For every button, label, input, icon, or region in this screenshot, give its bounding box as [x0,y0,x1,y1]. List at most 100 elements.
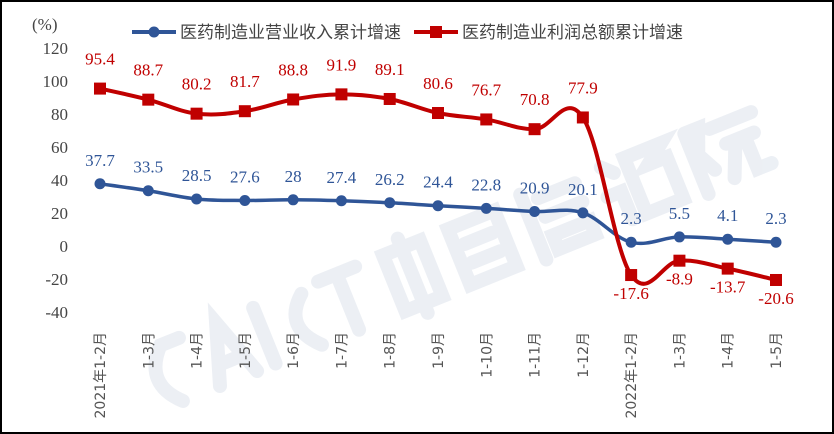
data-label: 81.7 [230,72,260,91]
data-label: 76.7 [471,80,501,99]
data-point [625,269,638,282]
watermark-stroke [677,105,779,201]
data-point [94,178,106,190]
data-label: 80.2 [182,75,212,94]
data-point [721,262,734,275]
data-label: 95.4 [85,50,115,69]
y-tick-label: 0 [60,237,69,256]
data-label: 27.4 [327,168,357,187]
data-label: 33.5 [133,158,163,177]
legend-label: 医药制造业营业收入累计增速 [180,23,401,42]
data-point [625,236,637,248]
x-tick-label: 2022年1-2月 [624,332,640,419]
data-label: -13.7 [710,278,746,297]
data-point [770,236,782,248]
data-label: 28.5 [182,166,212,185]
x-tick-label: 1-4月 [190,332,206,369]
data-label: 2.3 [765,209,786,228]
data-point [576,111,589,124]
data-point [432,200,444,212]
watermark-stroke [288,286,329,352]
data-label: 20.9 [520,179,550,198]
data-label: 91.9 [327,55,357,74]
data-label: 88.7 [133,61,163,80]
data-label: 2.3 [621,209,642,228]
x-tick-label: 1-5月 [238,332,254,369]
legend-label: 医药制造业利润总额累计增速 [462,23,683,42]
data-point [673,254,686,267]
x-tick-label: 1-8月 [383,332,399,369]
data-label: 27.6 [230,167,260,186]
watermark-stroke [246,300,283,371]
data-label: 37.7 [85,151,115,170]
legend-marker [430,26,442,38]
data-point [335,88,348,101]
data-point [770,273,782,286]
watermark-stroke [593,128,693,227]
data-label: -8.9 [666,270,693,289]
data-label: 20.1 [568,180,598,199]
y-axis-unit-label: (%) [32,15,57,34]
y-tick-label: 80 [51,105,68,124]
data-point [480,113,493,126]
data-point [722,233,734,245]
data-label: 70.8 [520,90,550,109]
x-tick-label: 1-6月 [286,332,302,369]
data-label: 88.8 [278,60,308,79]
data-point [528,123,541,136]
data-label: 22.8 [471,175,501,194]
x-tick-label: 2021年1-2月 [93,332,109,419]
data-label: 89.1 [375,60,405,79]
data-point [529,206,541,218]
data-point [577,207,589,219]
data-point [190,107,203,120]
data-label: 4.1 [717,206,738,225]
data-label: -17.6 [613,284,648,303]
x-tick-label: 1-11月 [528,332,544,378]
data-point [287,93,300,106]
y-tick-label: 40 [51,171,68,190]
y-tick-label: 60 [51,138,68,157]
y-tick-label: 100 [43,72,69,91]
data-label: 26.2 [375,170,405,189]
data-point [142,93,155,106]
data-point [383,92,396,105]
y-tick-label: 120 [43,39,69,58]
data-label: 77.9 [568,78,598,97]
data-point [238,105,251,118]
x-tick-label: 1-9月 [431,332,447,369]
y-tick-label: 20 [51,204,68,223]
x-tick-label: 1-4月 [721,332,737,369]
watermark-logo [148,105,779,408]
data-label: 24.4 [423,173,453,192]
data-point [239,194,251,206]
data-point [673,231,685,243]
data-point [335,195,347,207]
data-label: -20.6 [758,289,793,308]
x-tick-label: 1-3月 [141,332,157,369]
x-tick-label: 1-5月 [769,332,785,369]
data-point [432,107,444,120]
legend-marker [148,26,160,38]
data-point [191,193,203,205]
y-tick-label: -20 [45,270,68,289]
x-tick-label: 1-3月 [672,332,688,369]
data-label: 28 [285,167,302,186]
watermark-stroke [311,259,367,337]
x-tick-label: 1-7月 [334,332,350,369]
watermark-stroke [207,302,265,393]
watermark-stroke [438,201,526,294]
data-point [94,82,106,95]
x-tick-label: 1-12月 [576,332,592,378]
data-point [480,202,492,214]
data-label: 5.5 [669,204,690,223]
y-tick-label: -40 [45,303,68,322]
data-point [287,194,299,206]
x-tick-label: 1-10月 [479,332,495,378]
data-label: 80.6 [423,74,453,93]
data-point [142,185,154,197]
series-line-1 [99,86,777,286]
watermark-stroke [373,231,452,321]
